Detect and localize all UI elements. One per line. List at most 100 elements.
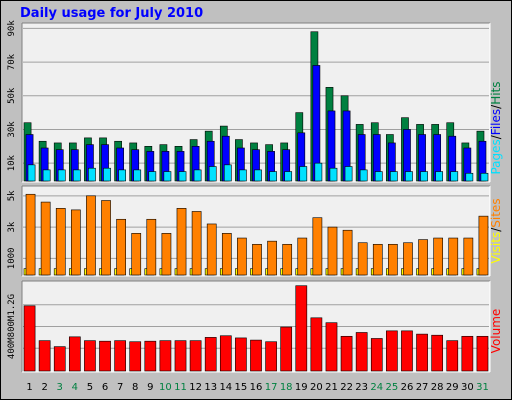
legend-entry: / bbox=[489, 134, 503, 139]
x-tick-label: 4 bbox=[72, 382, 78, 393]
bar-sites-day-19 bbox=[297, 237, 308, 276]
y-tick-label: 5k bbox=[7, 190, 17, 201]
bar-sites-day-20 bbox=[312, 217, 323, 276]
y-tick-label: 50k bbox=[7, 87, 17, 104]
x-tick-label: 17 bbox=[265, 382, 278, 393]
x-tick-label: 18 bbox=[280, 382, 293, 393]
bar-sites-day-9 bbox=[146, 218, 157, 276]
y-tick-label: 70k bbox=[7, 53, 17, 70]
bar-sites-day-10 bbox=[161, 233, 172, 276]
legend-hits-files-pages: Pages/Files/Hits bbox=[489, 81, 503, 174]
bar-pages-day-5 bbox=[88, 167, 96, 182]
bar-volume-day-31 bbox=[476, 335, 489, 372]
bar-volume-day-30 bbox=[461, 335, 474, 372]
bar-volume-day-25 bbox=[386, 330, 398, 372]
bar-sites-day-14 bbox=[221, 233, 232, 276]
bar-volume-day-12 bbox=[189, 340, 202, 372]
y-tick-label: 1000 bbox=[7, 248, 17, 270]
bar-sites-day-25 bbox=[388, 243, 398, 276]
bar-volume-day-27 bbox=[416, 333, 428, 372]
bar-pages-day-31 bbox=[480, 172, 489, 182]
x-tick-label: 24 bbox=[370, 382, 383, 393]
bar-pages-day-24 bbox=[374, 171, 383, 182]
bar-pages-day-21 bbox=[329, 167, 338, 182]
bar-pages-day-27 bbox=[420, 171, 428, 182]
y-tick-label: 1.2G bbox=[7, 294, 17, 316]
bar-pages-day-20 bbox=[314, 162, 323, 182]
x-tick-label: 9 bbox=[147, 382, 153, 393]
hits-panel: 10k 30k 50k 70k 90k bbox=[7, 20, 491, 183]
bar-sites-day-28 bbox=[433, 237, 444, 276]
bar-pages-day-1 bbox=[27, 164, 36, 182]
y-tick-label: 10k bbox=[7, 154, 17, 171]
bar-pages-day-11 bbox=[178, 171, 187, 182]
bar-sites-day-16 bbox=[252, 243, 262, 276]
bar-volume-day-4 bbox=[68, 336, 81, 372]
bar-sites-day-12 bbox=[191, 211, 202, 276]
legend-visits-sites: Visits/Sites bbox=[489, 198, 503, 263]
x-tick-label: 14 bbox=[219, 382, 232, 393]
bar-sites-day-24 bbox=[372, 243, 383, 276]
bar-pages-day-26 bbox=[405, 171, 413, 182]
legend-entry: Pages bbox=[489, 139, 503, 174]
x-tick-label: 5 bbox=[87, 382, 93, 393]
bar-sites-day-21 bbox=[327, 226, 338, 276]
x-tick-label: 11 bbox=[174, 382, 187, 393]
x-tick-label: 6 bbox=[102, 382, 108, 393]
legend-entry: Files bbox=[489, 109, 503, 135]
bar-volume-day-17 bbox=[265, 341, 277, 372]
bar-sites-day-18 bbox=[282, 243, 293, 276]
bar-volume-day-2 bbox=[38, 340, 51, 372]
bar-sites-day-5 bbox=[86, 195, 96, 276]
bar-volume-day-21 bbox=[325, 322, 338, 372]
bar-volume-day-8 bbox=[129, 341, 142, 372]
bar-sites-day-22 bbox=[342, 229, 353, 276]
bar-pages-day-3 bbox=[57, 169, 66, 182]
bar-volume-day-16 bbox=[250, 339, 262, 372]
bar-sites-day-1 bbox=[25, 193, 36, 276]
legends: Pages/Files/Hits Visits/Sites Volume bbox=[489, 81, 503, 353]
chart-title: Daily usage for July 2010 bbox=[20, 6, 203, 21]
x-tick-label: 31 bbox=[476, 382, 489, 393]
x-tick-label: 8 bbox=[132, 382, 138, 393]
legend-volume: Volume bbox=[489, 309, 503, 354]
bar-sites-day-13 bbox=[206, 223, 217, 276]
bar-sites-day-15 bbox=[237, 237, 247, 276]
bar-sites-day-27 bbox=[418, 239, 428, 276]
bar-pages-day-13 bbox=[208, 166, 217, 182]
bar-pages-day-16 bbox=[254, 169, 262, 182]
bar-pages-day-12 bbox=[193, 169, 202, 182]
x-tick-label: 26 bbox=[401, 382, 414, 393]
legend-entry: Sites bbox=[489, 198, 503, 227]
x-tick-label: 15 bbox=[235, 382, 248, 393]
bar-sites-day-6 bbox=[101, 200, 111, 276]
x-tick-label: 3 bbox=[57, 382, 63, 393]
bar-pages-day-8 bbox=[133, 169, 142, 182]
x-tick-label: 30 bbox=[461, 382, 474, 393]
x-tick-label: 29 bbox=[446, 382, 459, 393]
bar-pages-day-28 bbox=[435, 171, 444, 182]
bar-volume-day-14 bbox=[219, 335, 232, 372]
x-tick-label: 23 bbox=[355, 382, 368, 393]
bar-volume-day-15 bbox=[235, 337, 247, 372]
x-tick-label: 2 bbox=[41, 382, 47, 393]
x-tick-label: 20 bbox=[310, 382, 323, 393]
legend-entry: Volume bbox=[489, 309, 503, 354]
bar-volume-day-6 bbox=[99, 340, 111, 372]
bar-pages-day-15 bbox=[239, 169, 247, 182]
bar-volume-day-24 bbox=[370, 338, 383, 372]
bar-volume-day-5 bbox=[84, 340, 96, 372]
y-tick-label: 400M bbox=[7, 337, 17, 359]
bar-volume-day-29 bbox=[446, 340, 459, 372]
legend-entry: / bbox=[489, 227, 503, 232]
bar-pages-day-14 bbox=[223, 164, 232, 182]
bar-volume-day-28 bbox=[431, 334, 444, 372]
x-tick-label: 22 bbox=[340, 382, 353, 393]
bar-pages-day-17 bbox=[269, 171, 277, 182]
bar-pages-day-4 bbox=[72, 169, 81, 182]
bar-volume-day-3 bbox=[53, 346, 66, 372]
bar-sites-day-30 bbox=[463, 237, 474, 276]
bar-sites-day-8 bbox=[131, 233, 142, 276]
